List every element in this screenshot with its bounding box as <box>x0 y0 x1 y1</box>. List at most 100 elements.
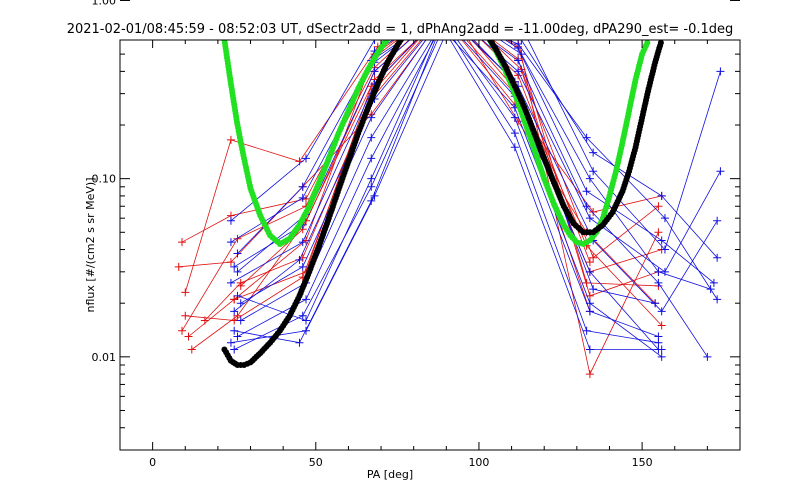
fit-dot-black-24-2 <box>450 3 456 9</box>
series-line-blue-23 <box>240 40 711 304</box>
data-point-red-3-4 <box>439 7 447 15</box>
data-point-red-11-0 <box>230 295 239 304</box>
fit-dot-green-25-2 <box>450 3 456 9</box>
data-point-blue-25-4 <box>514 40 523 48</box>
data-point-red-2-4 <box>442 0 450 4</box>
fit-dot-green-0-4 <box>217 13 223 19</box>
data-point-red-9-0 <box>178 326 186 335</box>
data-point-blue-23-5 <box>585 174 594 183</box>
fit-dot-black-25-3 <box>460 8 466 14</box>
data-point-blue-18-7 <box>709 278 718 287</box>
data-point-blue-16-3 <box>442 3 450 11</box>
data-point-blue-16-1 <box>298 193 307 202</box>
data-point-red-2-6 <box>585 370 594 379</box>
data-point-blue-23-0 <box>236 299 245 308</box>
data-point-blue-17-0 <box>233 291 242 300</box>
data-point-blue-14-4 <box>514 56 523 65</box>
data-point-blue-19-6 <box>651 299 660 308</box>
data-point-blue-12-7 <box>716 67 725 76</box>
data-point-red-10-3 <box>442 2 450 10</box>
data-point-blue-22-0 <box>230 307 239 316</box>
data-point-blue-13-5 <box>585 345 594 354</box>
series-line-red-5 <box>178 40 662 268</box>
fit-dot-black-25-2 <box>458 7 464 13</box>
data-point-red-3-0 <box>181 311 190 320</box>
fit-dot-green-0-2 <box>216 7 222 13</box>
data-point-blue-24-6 <box>657 352 666 361</box>
fit-dot-black-22-1 <box>426 8 432 14</box>
fit-dot-black-23-1 <box>437 3 443 9</box>
series-line-blue-22 <box>233 40 718 312</box>
fit-dot-green-23-1 <box>427 5 433 11</box>
data-point-red-7-7 <box>654 202 663 211</box>
fit-dot-green-0-0 <box>215 1 221 7</box>
series-line-blue-16 <box>230 40 718 258</box>
data-point-blue-17-1 <box>302 316 310 325</box>
series-line-red-3 <box>185 40 662 326</box>
data-point-blue-18-3 <box>446 0 454 8</box>
data-point-red-9-1 <box>233 234 242 243</box>
x-tick-label: 100 <box>468 456 489 469</box>
data-point-blue-20-4 <box>514 67 523 76</box>
fit-dot-black-24-0 <box>443 2 449 8</box>
fit-dot-black-21-2 <box>419 13 425 19</box>
series-line-blue-12 <box>230 40 721 251</box>
data-point-blue-19-3 <box>442 12 450 20</box>
data-point-blue-25-7 <box>713 295 722 304</box>
fit-dot-black-22-0 <box>424 9 430 15</box>
y-tick-label: 0.10 <box>92 173 117 186</box>
fit-dot-black-19-2 <box>397 40 404 44</box>
data-point-blue-16-0 <box>226 238 235 247</box>
data-point-blue-15-4 <box>510 113 519 122</box>
data-point-red-7-0 <box>181 288 190 297</box>
data-point-blue-24-0 <box>226 338 235 347</box>
fit-dot-black-23-2 <box>440 3 446 9</box>
data-point-red-6-4 <box>446 5 454 13</box>
data-point-blue-20-0 <box>226 278 235 287</box>
fit-dot-green-27-2 <box>468 13 474 19</box>
fit-dot-green-27-0 <box>463 9 469 15</box>
fit-dot-black-25-0 <box>453 4 459 10</box>
fit-dot-black-22-3 <box>431 5 437 11</box>
fit-dot-black-24-1 <box>447 3 453 9</box>
data-point-blue-12-1 <box>302 154 310 163</box>
x-tick-label: 150 <box>632 456 653 469</box>
data-point-blue-21-6 <box>654 338 663 347</box>
data-point-blue-16-7 <box>713 253 722 262</box>
fit-dot-green-23-2 <box>430 4 436 10</box>
plot-content <box>174 0 725 379</box>
data-point-blue-23-1 <box>298 262 307 271</box>
data-point-blue-18-2 <box>370 67 379 76</box>
data-point-blue-20-5 <box>585 214 594 223</box>
data-point-red-6-5 <box>514 117 523 126</box>
data-point-red-2-2 <box>302 194 310 203</box>
data-point-blue-17-2 <box>367 174 376 183</box>
data-point-blue-12-3 <box>442 8 450 16</box>
x-axis-label: PA [deg] <box>367 468 413 481</box>
x-tick-label: 0 <box>149 456 156 469</box>
data-point-blue-20-1 <box>298 238 307 247</box>
data-point-blue-21-5 <box>582 326 591 335</box>
data-point-red-4-4 <box>442 0 450 8</box>
data-point-red-7-6 <box>589 253 598 262</box>
data-point-blue-25-1 <box>298 182 307 191</box>
data-point-red-5-6 <box>589 207 598 216</box>
fit-dot-green-25-0 <box>443 2 449 8</box>
data-point-red-6-1 <box>233 311 242 320</box>
data-point-blue-16-4 <box>517 40 526 44</box>
fit-dot-green-22-2 <box>419 8 425 14</box>
data-point-blue-12-2 <box>370 40 379 44</box>
fit-dot-green-22-1 <box>416 9 422 15</box>
data-point-blue-20-7 <box>716 167 725 176</box>
fit-dot-green-0-3 <box>217 10 223 16</box>
data-point-blue-24-1 <box>302 326 310 335</box>
data-point-blue-21-1 <box>302 295 310 304</box>
data-point-red-4-0 <box>184 332 193 341</box>
data-point-blue-22-3 <box>442 7 450 15</box>
data-point-blue-23-3 <box>446 2 454 10</box>
data-point-blue-13-4 <box>510 143 519 152</box>
plot-frame <box>119 39 741 451</box>
data-point-blue-21-0 <box>233 332 242 341</box>
data-point-blue-20-3 <box>442 5 450 13</box>
